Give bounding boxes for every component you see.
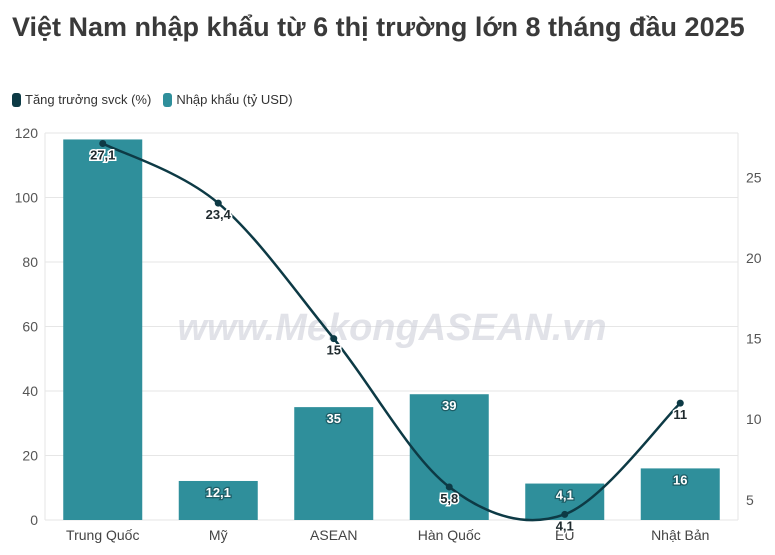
line-value-label: 15 bbox=[327, 343, 341, 358]
line-value-label: 4,1 bbox=[556, 518, 574, 533]
bar-value-label: 4,1 bbox=[556, 488, 574, 503]
left-tick-label: 100 bbox=[15, 190, 39, 206]
legend-item-imports[interactable]: Nhập khẩu (tỷ USD) bbox=[163, 92, 293, 107]
bar-value-label: 35 bbox=[327, 411, 341, 426]
line-point[interactable] bbox=[214, 199, 222, 207]
line-series bbox=[99, 139, 684, 522]
bar[interactable] bbox=[63, 139, 143, 520]
category-label: EU bbox=[555, 527, 574, 543]
legend: Tăng trưởng svck (%) Nhập khẩu (tỷ USD) bbox=[12, 92, 293, 107]
right-tick-label: 10 bbox=[746, 411, 762, 427]
left-tick-label: 120 bbox=[15, 125, 39, 141]
watermark: www.MekongASEAN.vn bbox=[177, 307, 606, 349]
line-point[interactable] bbox=[330, 335, 338, 343]
line-value-label: 27,1 bbox=[90, 147, 115, 162]
chart-title: Việt Nam nhập khẩu từ 6 thị trường lớn 8… bbox=[12, 12, 745, 42]
line-value-label: 23,4 bbox=[206, 207, 232, 222]
legend-swatch-line bbox=[12, 92, 21, 107]
bar[interactable] bbox=[178, 480, 258, 520]
grid-lines bbox=[44, 132, 739, 521]
left-axis-ticks: 0 20 40 60 80 100 120 bbox=[15, 125, 39, 528]
bar-value-label: 12,1 bbox=[206, 485, 231, 500]
left-tick-label: 20 bbox=[22, 448, 38, 464]
left-tick-label: 60 bbox=[22, 319, 38, 335]
left-tick-label: 40 bbox=[22, 383, 38, 399]
right-tick-label: 5 bbox=[746, 492, 754, 508]
bar-series bbox=[63, 139, 720, 520]
legend-label-imports: Nhập khẩu (tỷ USD) bbox=[176, 92, 293, 107]
bar[interactable] bbox=[409, 394, 489, 520]
category-label: ASEAN bbox=[310, 527, 357, 543]
bar-value-label: 16 bbox=[673, 472, 687, 487]
right-tick-label: 20 bbox=[746, 250, 762, 266]
category-label: Trung Quốc bbox=[66, 527, 139, 543]
category-label: Hàn Quốc bbox=[418, 527, 481, 543]
line-point[interactable] bbox=[561, 510, 569, 518]
legend-item-growth[interactable]: Tăng trưởng svck (%) bbox=[12, 92, 151, 107]
legend-swatch-bar bbox=[163, 92, 173, 107]
left-tick-label: 0 bbox=[30, 512, 38, 528]
line-value-label: 5,8 bbox=[440, 491, 458, 506]
right-axis-ticks: 5 10 15 20 25 bbox=[746, 169, 762, 508]
bar-value-label: 39 bbox=[442, 398, 456, 413]
bar[interactable] bbox=[294, 407, 374, 520]
right-tick-label: 15 bbox=[746, 331, 762, 347]
line-value-label: 11 bbox=[673, 407, 687, 422]
line-point[interactable] bbox=[99, 139, 107, 147]
right-tick-label: 25 bbox=[746, 169, 762, 185]
line-point[interactable] bbox=[676, 399, 684, 407]
category-label: Nhật Bản bbox=[651, 527, 709, 543]
bar[interactable] bbox=[640, 468, 720, 520]
category-label: Mỹ bbox=[209, 527, 228, 543]
left-tick-label: 80 bbox=[22, 254, 38, 270]
category-labels: Trung Quốc Mỹ ASEAN Hàn Quốc EU Nhật Bản bbox=[66, 527, 709, 543]
growth-line[interactable] bbox=[102, 142, 682, 522]
line-point[interactable] bbox=[445, 483, 453, 491]
data-labels: 12,1 35 39 4,1 16 27,1 23,4 15 5,8 4,1 11 bbox=[89, 146, 689, 535]
legend-label-growth: Tăng trưởng svck (%) bbox=[25, 92, 152, 107]
